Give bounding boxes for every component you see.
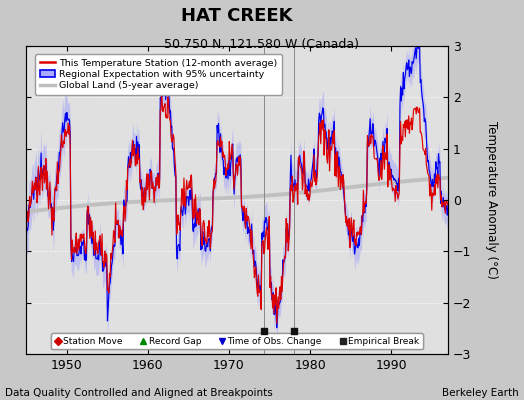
Text: Berkeley Earth: Berkeley Earth [442, 388, 519, 398]
Text: Data Quality Controlled and Aligned at Breakpoints: Data Quality Controlled and Aligned at B… [5, 388, 273, 398]
Title: HAT CREEK: HAT CREEK [181, 7, 293, 25]
Y-axis label: Temperature Anomaly (°C): Temperature Anomaly (°C) [485, 121, 498, 279]
Text: 50.750 N, 121.580 W (Canada): 50.750 N, 121.580 W (Canada) [165, 38, 359, 51]
Legend: Station Move, Record Gap, Time of Obs. Change, Empirical Break: Station Move, Record Gap, Time of Obs. C… [51, 333, 423, 350]
